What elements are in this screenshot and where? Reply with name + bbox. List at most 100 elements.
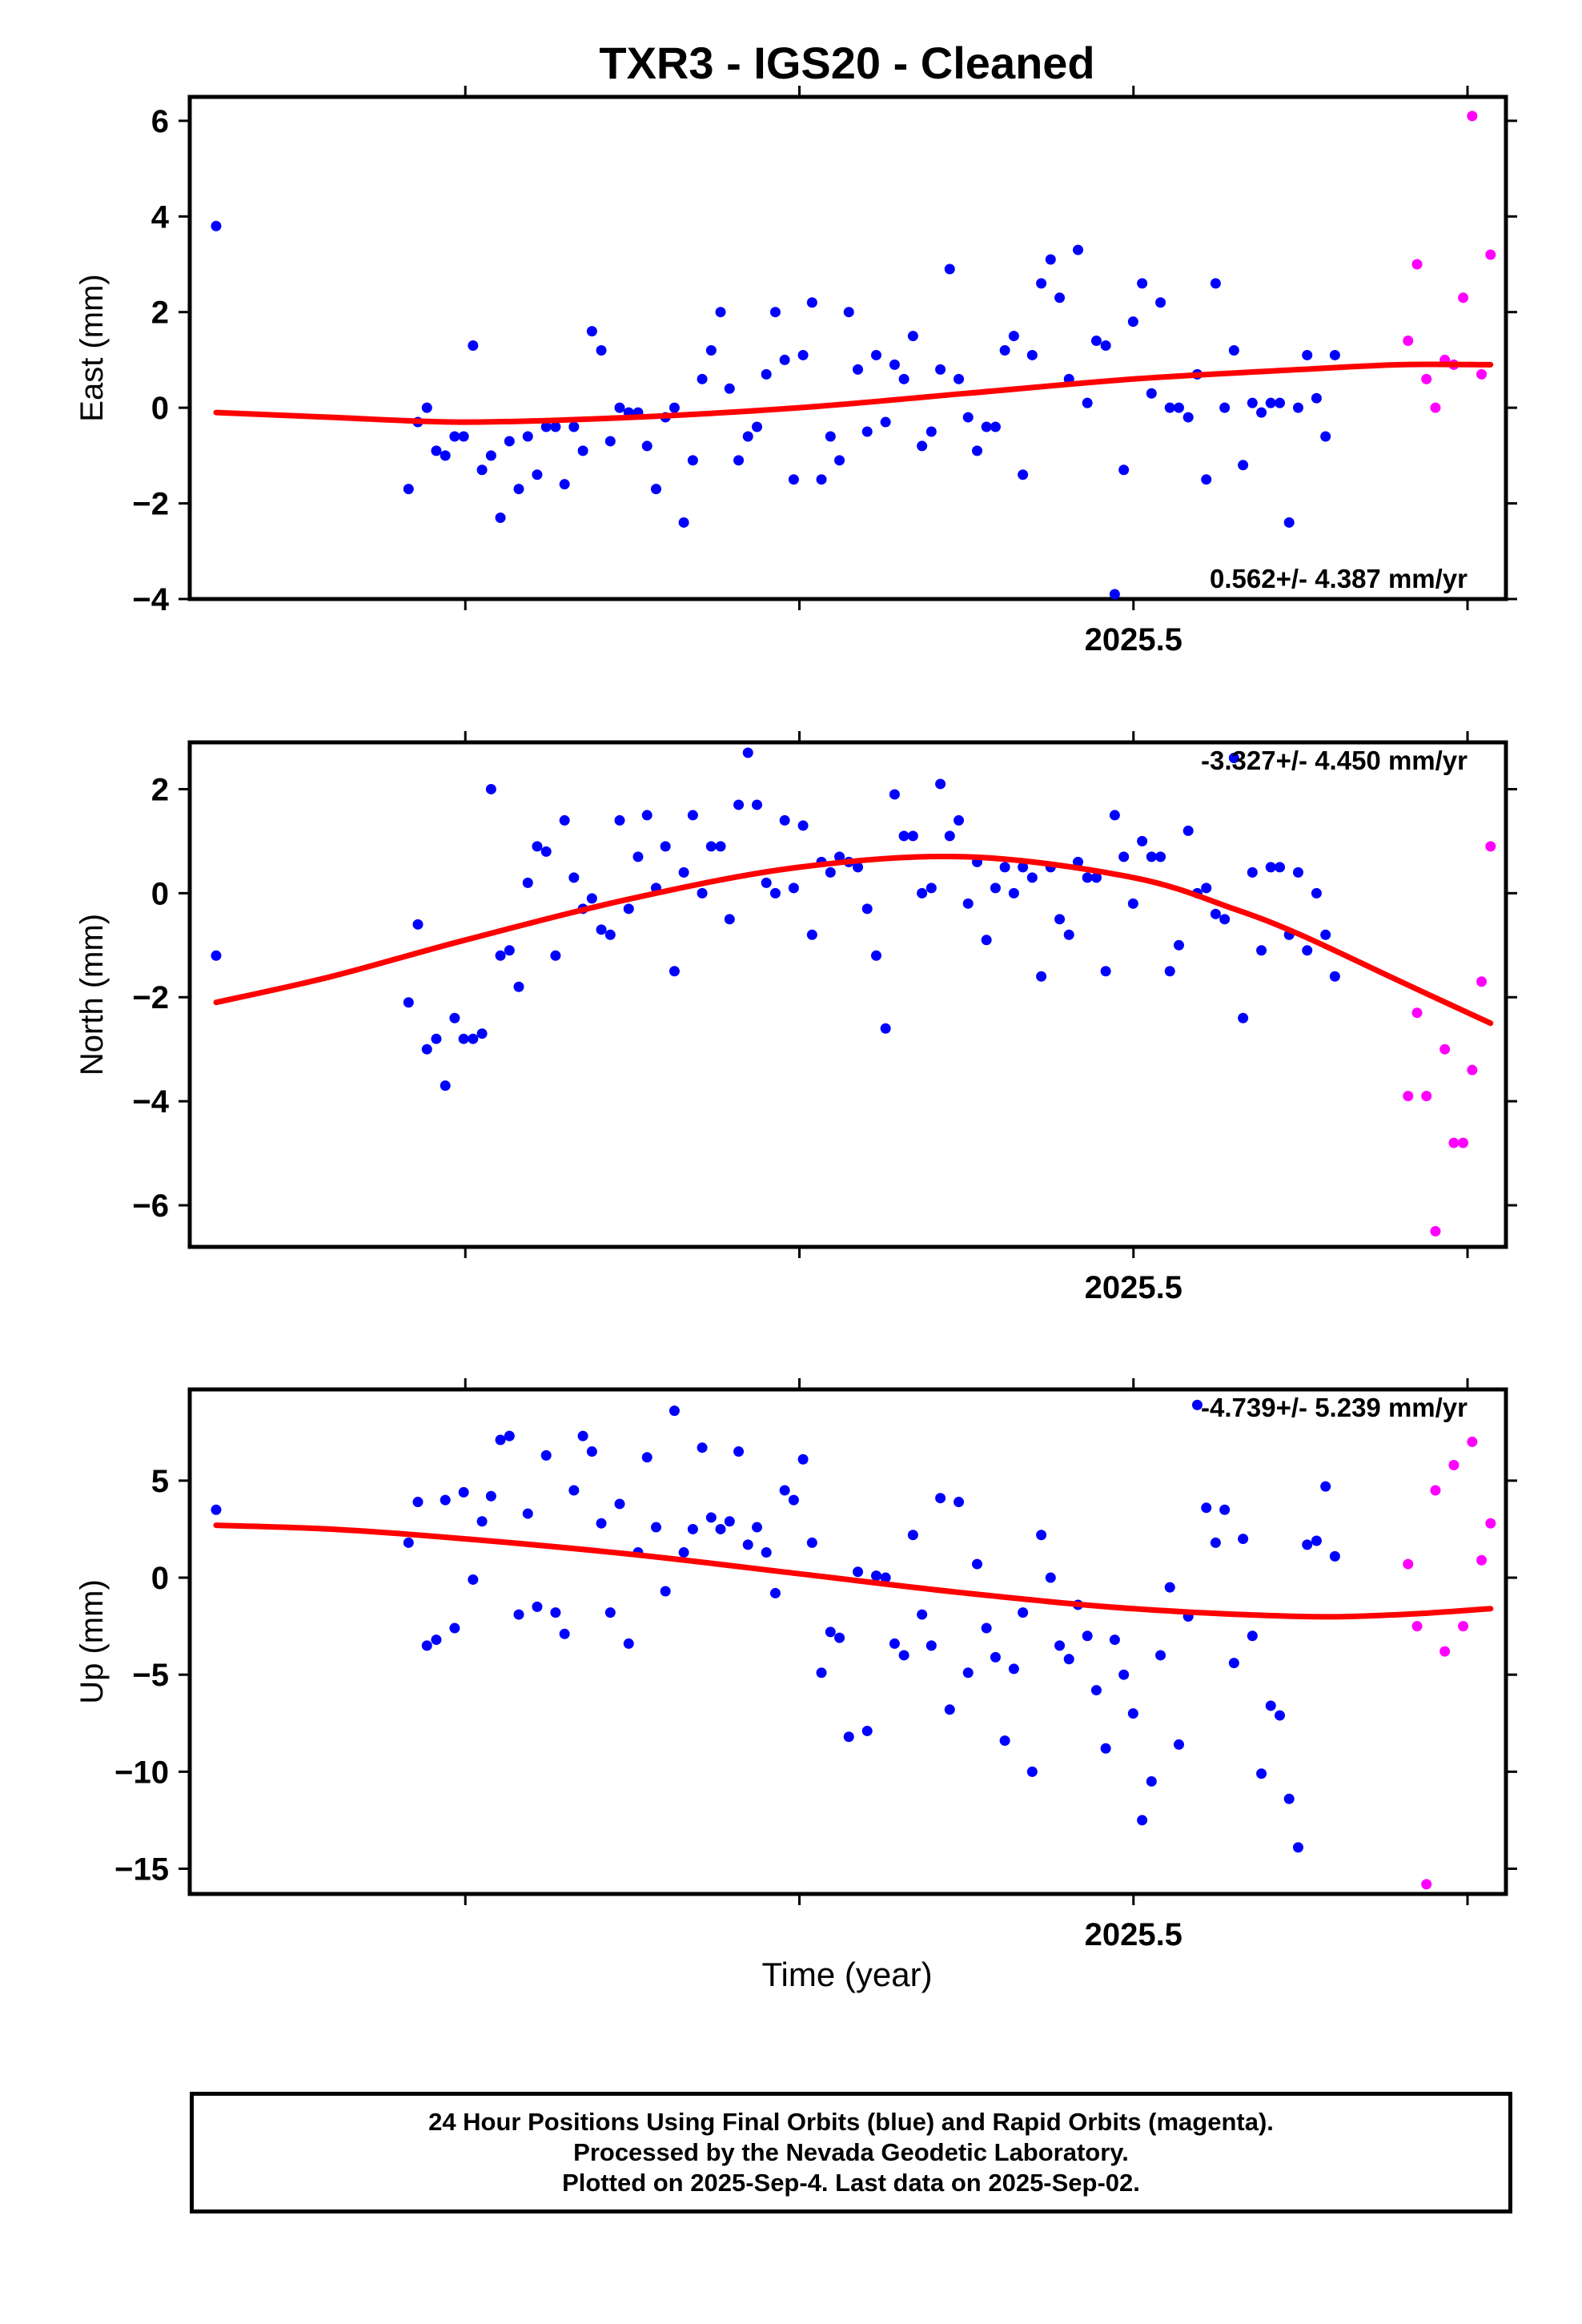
east-y-tick-label: −2 (132, 487, 169, 522)
north-final-point (724, 914, 735, 925)
up-final-point (1100, 1743, 1111, 1754)
north-x-tick-label: 2025.5 (1085, 1270, 1182, 1305)
up-final-point (697, 1442, 708, 1454)
east-final-point (449, 431, 460, 442)
up-final-point (476, 1516, 488, 1527)
north-final-point (1302, 945, 1313, 956)
north-final-point (550, 950, 561, 961)
north-final-point (1036, 971, 1047, 982)
up-final-point (816, 1667, 827, 1679)
north-final-point (403, 997, 414, 1008)
east-rapid-point (1458, 292, 1469, 304)
east-rapid-point (1421, 373, 1432, 384)
east-final-point (476, 464, 488, 476)
up-final-point (769, 1587, 781, 1598)
up-final-point (981, 1622, 992, 1634)
up-final-point (1275, 1710, 1286, 1721)
north-final-point (586, 893, 597, 904)
north-final-point (614, 814, 625, 826)
up-rapid-point (1403, 1558, 1414, 1570)
north-rapid-point (1403, 1091, 1414, 1102)
footer-line-3: Plotted on 2025-Sep-4. Last data on 2025… (562, 2169, 1140, 2197)
up-final-point (1090, 1685, 1102, 1696)
east-final-point (715, 307, 726, 318)
east-y-tick-label: 0 (151, 391, 169, 426)
up-final-point (861, 1725, 873, 1736)
up-final-point (724, 1516, 735, 1527)
east-final-point (1146, 388, 1157, 399)
north-final-point (861, 903, 873, 915)
north-rapid-point (1448, 1137, 1460, 1148)
up-final-point (917, 1609, 928, 1620)
east-final-point (669, 402, 680, 413)
east-final-point (1283, 517, 1295, 528)
north-final-point (1228, 752, 1239, 763)
north-final-point (476, 1028, 488, 1039)
up-final-point (1201, 1502, 1212, 1514)
east-rapid-point (1476, 368, 1488, 380)
north-final-point (540, 846, 552, 857)
east-rapid-point (1411, 259, 1423, 270)
up-final-point (1127, 1708, 1138, 1719)
up-final-point (1026, 1766, 1038, 1777)
north-final-point (522, 877, 533, 888)
up-final-point (596, 1518, 607, 1529)
east-final-point (1182, 412, 1194, 423)
east-final-point (495, 512, 506, 523)
up-final-point (971, 1558, 982, 1570)
east-final-point (742, 431, 753, 442)
east-final-point (532, 469, 543, 480)
north-rapid-point (1430, 1226, 1441, 1237)
east-final-point (1164, 402, 1175, 413)
up-final-point (532, 1601, 543, 1612)
east-final-point (1228, 344, 1239, 356)
up-final-point (1320, 1481, 1331, 1492)
up-rapid-point (1411, 1621, 1423, 1632)
north-final-point (1063, 929, 1074, 940)
north-final-point (999, 862, 1010, 873)
up-final-point (907, 1530, 918, 1541)
east-y-axis-label: East (mm) (74, 274, 110, 421)
east-final-point (954, 373, 965, 384)
east-final-point (1090, 336, 1102, 347)
up-final-point (761, 1547, 772, 1558)
east-final-point (559, 479, 570, 490)
east-final-point (981, 421, 992, 432)
east-final-point (1127, 316, 1138, 328)
north-rapid-point (1485, 841, 1496, 852)
up-final-point (440, 1494, 451, 1506)
up-final-point (962, 1667, 974, 1679)
east-final-point (1219, 402, 1231, 413)
footer-line-1: 24 Hour Positions Using Final Orbits (bl… (428, 2108, 1274, 2136)
north-final-point (1275, 862, 1286, 873)
up-final-point (1247, 1630, 1258, 1642)
north-final-point (1320, 929, 1331, 940)
up-final-point (935, 1493, 946, 1504)
north-final-point (485, 783, 496, 794)
north-final-point (532, 841, 543, 852)
east-fit-curve (213, 361, 1494, 425)
east-final-point (485, 450, 496, 461)
east-rapid-point (1430, 402, 1441, 413)
up-final-point (1118, 1669, 1130, 1680)
east-final-point (1302, 349, 1313, 360)
east-final-point (1210, 278, 1221, 289)
up-final-point (1146, 1775, 1157, 1787)
east-plot-frame (187, 94, 1508, 601)
north-final-point (898, 830, 909, 842)
north-final-point (1329, 971, 1340, 982)
up-final-point (604, 1607, 616, 1618)
east-y-tick-label: 6 (151, 104, 169, 139)
east-final-point (779, 354, 790, 365)
north-fit-curve (213, 853, 1494, 1027)
east-final-point (1045, 254, 1056, 265)
north-final-point (1109, 810, 1120, 821)
east-final-point (1018, 469, 1029, 480)
north-final-point (889, 789, 900, 800)
north-final-point (211, 950, 222, 961)
up-final-point (705, 1512, 717, 1523)
up-final-point (1191, 1399, 1203, 1410)
up-rapid-point (1476, 1554, 1488, 1566)
east-final-point (761, 368, 772, 380)
up-final-point (1311, 1535, 1322, 1546)
